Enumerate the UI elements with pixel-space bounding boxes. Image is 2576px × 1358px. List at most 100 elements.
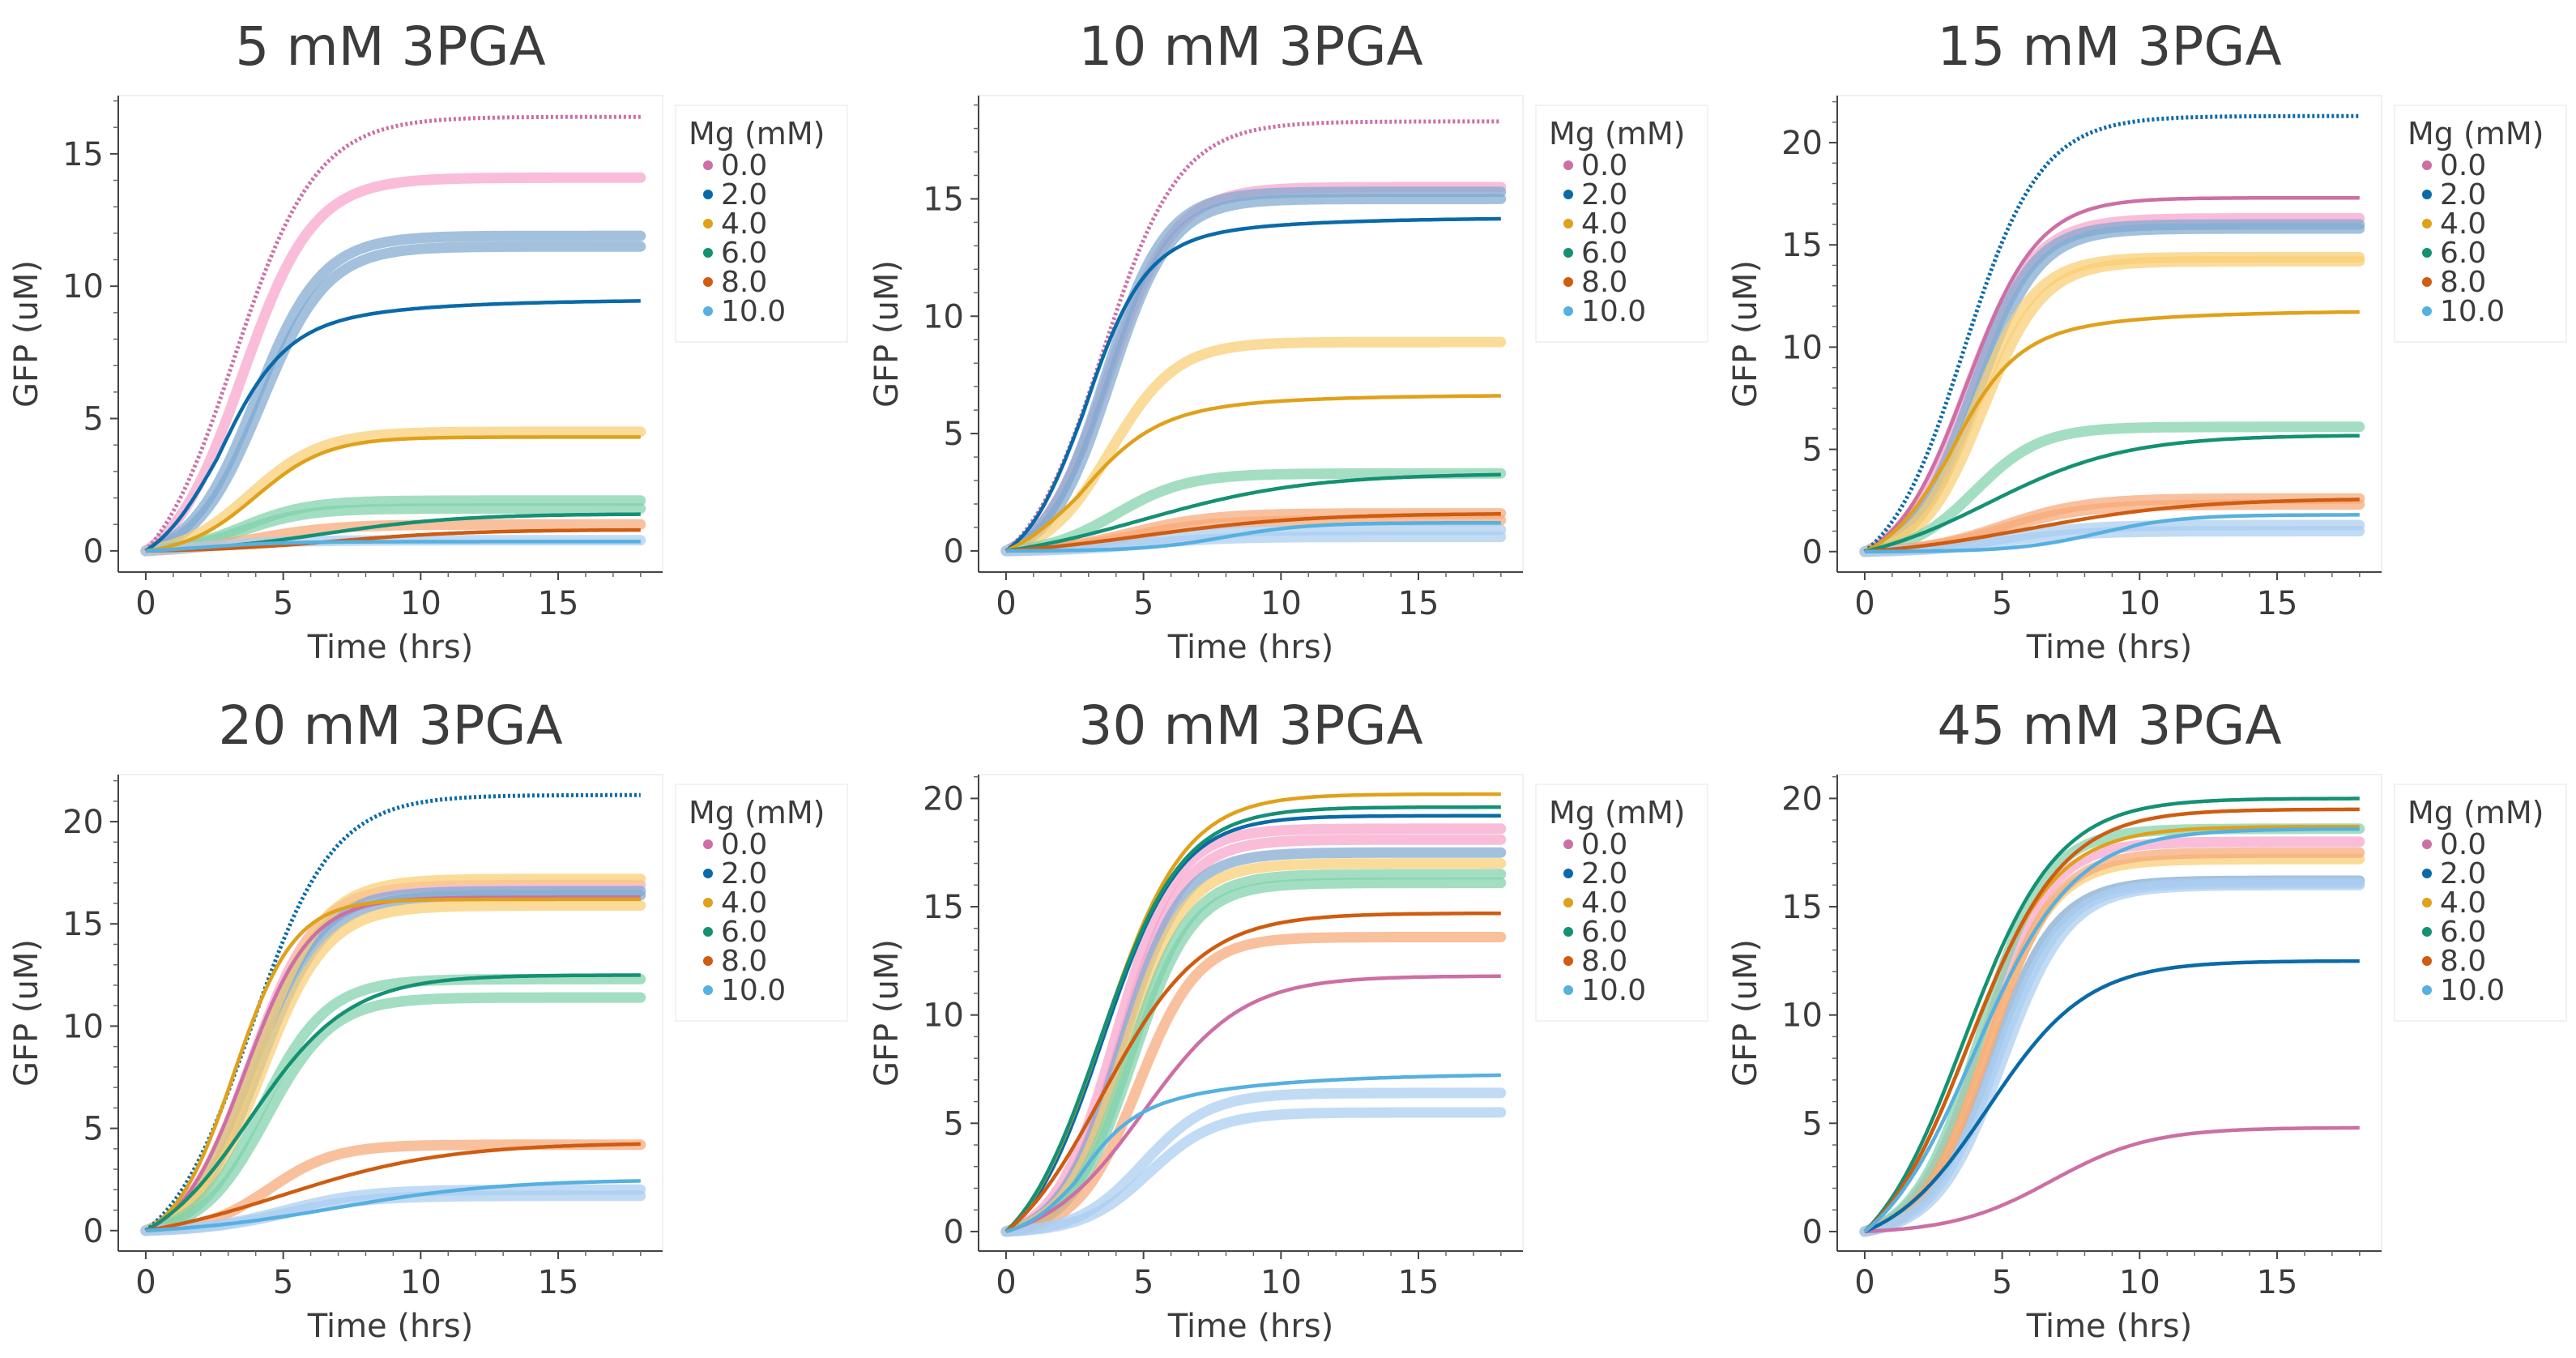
legend: Mg (mM)0.02.04.06.08.010.0 (675, 105, 848, 343)
data-curve-10-0 (1863, 826, 2360, 1233)
y-tick-label: 5 (83, 401, 104, 438)
y-tick-label: 0 (83, 533, 104, 570)
fit-curve-2-0 (1000, 186, 1507, 557)
x-tick-label: 0 (996, 1264, 1016, 1301)
data-curve-6-0 (1004, 805, 1501, 1233)
x-tick-label: 10 (2119, 1264, 2160, 1301)
y-tick-label: 15 (1781, 889, 1823, 926)
x-tick-label: 5 (273, 1264, 293, 1301)
legend-marker (703, 160, 713, 170)
legend-marker (703, 219, 713, 228)
legend-label: 10.0 (1581, 295, 1646, 328)
legend-label: 4.0 (2440, 207, 2486, 241)
legend-marker (703, 277, 713, 287)
legend-marker (1563, 898, 1573, 907)
legend: Mg (mM)0.02.04.06.08.010.0 (675, 784, 848, 1022)
data-curve-6-0 (144, 973, 641, 1232)
legend-marker (2422, 306, 2432, 316)
fit-curve-8-0 (1859, 847, 2365, 1237)
legend-marker (703, 927, 713, 937)
legend: Mg (mM)0.02.04.06.08.010.0 (1535, 105, 1708, 343)
y-tick-label: 20 (62, 804, 104, 841)
chart-title: 10 mM 3PGA (1078, 15, 1422, 78)
y-tick-label: 10 (1781, 997, 1823, 1035)
y-tick-label: 10 (62, 1008, 104, 1045)
data-curve-0-0 (1863, 195, 2360, 553)
legend-marker (1563, 869, 1573, 878)
data-curve-2-0 (1004, 814, 1501, 1233)
y-tick-label: 5 (1802, 1105, 1823, 1142)
legend-marker (703, 190, 713, 199)
legend-marker (703, 956, 713, 966)
data-curves (1004, 792, 1501, 1234)
y-tick-label: 5 (83, 1111, 104, 1148)
fit-curve-2-0 (140, 241, 646, 557)
legend-marker (1563, 839, 1573, 849)
chart-title: 15 mM 3PGA (1937, 15, 2281, 78)
fit-curve-0-0 (140, 172, 646, 557)
data-curve-2-0 (1864, 959, 2360, 1233)
data-curve-8-0 (1863, 807, 2360, 1233)
legend-label: 0.0 (1581, 149, 1627, 182)
data-curves (144, 792, 641, 1233)
legend-label: 4.0 (2440, 886, 2486, 920)
x-axis-label: Time (hrs) (2026, 629, 2192, 666)
x-tick-label: 0 (135, 585, 156, 622)
x-axis-label: Time (hrs) (307, 1308, 473, 1345)
legend-marker (703, 985, 713, 995)
y-axis-label: GFP (uM) (1727, 260, 1764, 408)
legend-label: 10.0 (721, 295, 786, 328)
fit-curve-10-0 (1000, 1107, 1507, 1237)
chart-panel: 5 mM 3PGA 0 5 10 15 0 5 10 15 Time (hrs) GFP (uM) M… (8, 15, 848, 666)
data-curve-6-0 (1005, 472, 1501, 553)
fit-curve-2-0 (140, 230, 646, 557)
legend-marker (703, 248, 713, 258)
y-tick-label: 15 (923, 889, 964, 926)
legend-marker (1563, 927, 1573, 937)
data-curve-2-0 (144, 299, 641, 553)
legend-label: 6.0 (1581, 916, 1627, 949)
legend-marker (1563, 956, 1573, 966)
data-curve-0-0 (1005, 974, 1501, 1234)
legend-marker (2422, 219, 2432, 228)
legend-label: 10.0 (721, 974, 786, 1007)
fit-curve-6-0 (140, 973, 646, 1236)
fit-curve-6-0 (1000, 468, 1507, 557)
legend-label: 6.0 (1581, 237, 1627, 270)
y-tick-label: 5 (944, 1105, 964, 1142)
data-curve-4-0 (144, 897, 641, 1232)
legend-marker (703, 869, 713, 878)
legend-label: 0.0 (2440, 149, 2486, 182)
chart-title: 20 mM 3PGA (218, 694, 562, 757)
data-curve-2-0 (144, 792, 641, 1232)
y-tick-label: 15 (62, 136, 104, 173)
fit-curve-8-0 (1000, 932, 1507, 1237)
legend-marker (1563, 219, 1573, 228)
legend-marker (2422, 160, 2432, 170)
x-tick-label: 5 (273, 585, 293, 622)
x-tick-label: 5 (1992, 1264, 2012, 1301)
legend-label: 4.0 (721, 886, 767, 920)
legend-label: 6.0 (2440, 916, 2486, 949)
legend-marker (2422, 277, 2432, 287)
fit-curve-4-0 (1000, 858, 1507, 1237)
data-curve-0-0 (144, 114, 641, 553)
y-tick-label: 10 (1781, 329, 1823, 366)
chart-panel: 30 mM 3PGA 0 5 10 15 0 5 10 15 20 Time (hrs) GFP (u… (868, 694, 1708, 1345)
x-tick-label: 15 (1398, 1264, 1439, 1301)
y-axis-label: GFP (uM) (8, 939, 45, 1087)
x-tick-label: 5 (1133, 1264, 1154, 1301)
x-tick-label: 15 (2257, 585, 2298, 622)
legend-label: 10.0 (1581, 974, 1646, 1007)
data-curve-8-0 (1864, 498, 2360, 554)
data-curve-4-0 (1863, 310, 2360, 553)
x-tick-label: 0 (1854, 585, 1874, 622)
y-tick-label: 10 (923, 298, 964, 335)
fit-curve-6-0 (140, 503, 646, 557)
legend-marker (1563, 190, 1573, 199)
data-curve-10-0 (1005, 1073, 1501, 1234)
data-curves (1004, 119, 1501, 553)
fit-curve-2-0 (1000, 193, 1507, 557)
x-axis-label: Time (hrs) (1167, 629, 1333, 666)
